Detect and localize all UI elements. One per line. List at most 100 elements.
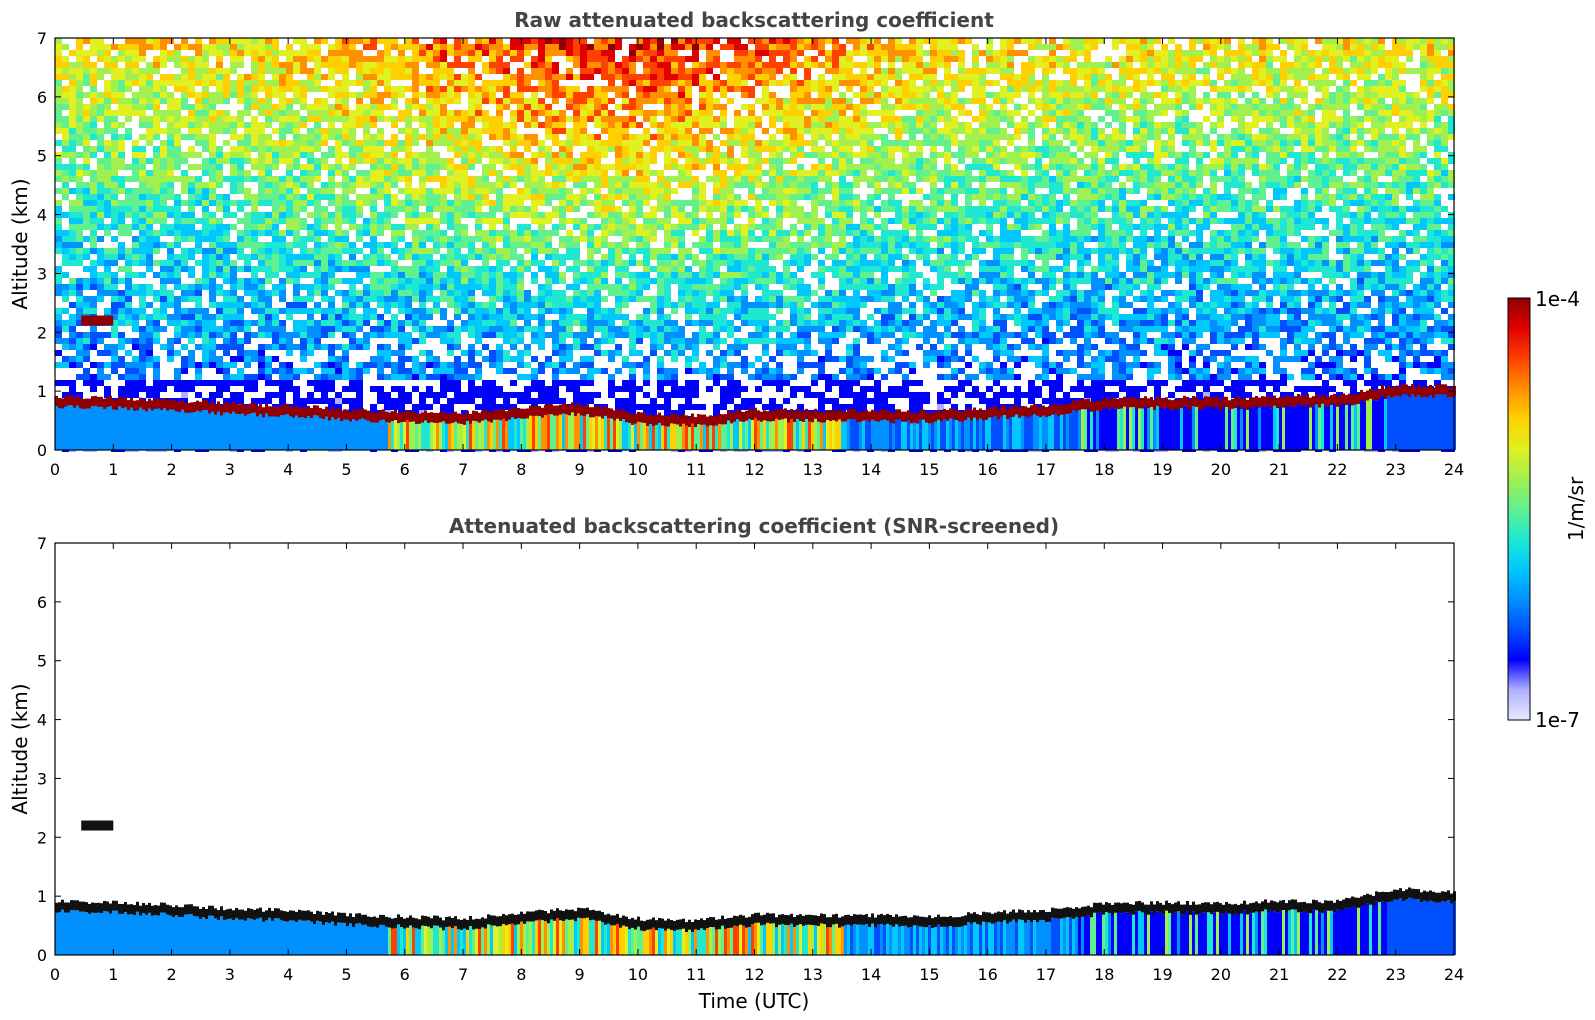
noise-cell [1315, 98, 1322, 104]
noise-cell [1343, 80, 1350, 86]
noise-cell [1273, 158, 1280, 164]
noise-cell [615, 206, 622, 212]
noise-cell [286, 128, 293, 134]
noise-cell [1000, 188, 1007, 194]
noise-cell [300, 92, 307, 98]
noise-cell [755, 80, 762, 86]
noise-cell [727, 44, 734, 50]
noise-cell [1077, 44, 1084, 50]
noise-cell [1350, 116, 1357, 122]
noise-cell [265, 152, 272, 158]
noise-cell [83, 212, 90, 218]
noise-cell [1441, 158, 1448, 164]
noise-cell [244, 92, 251, 98]
noise-cell [160, 200, 167, 206]
noise-cell [867, 200, 874, 206]
noise-cell [279, 62, 286, 68]
noise-cell [853, 170, 860, 176]
noise-cell [146, 98, 153, 104]
noise-cell [524, 170, 531, 176]
noise-cell [517, 44, 524, 50]
noise-cell [867, 62, 874, 68]
noise-cell [594, 86, 601, 92]
noise-cell [1392, 128, 1399, 134]
noise-cell [468, 206, 475, 212]
noise-cell [293, 38, 300, 44]
noise-cell [860, 212, 867, 218]
noise-cell [594, 188, 601, 194]
noise-cell [1406, 128, 1413, 134]
noise-cell [832, 188, 839, 194]
noise-cell [979, 146, 986, 152]
noise-cell [1091, 182, 1098, 188]
noise-cell [657, 56, 664, 62]
noise-cell [636, 80, 643, 86]
noise-cell [1266, 176, 1273, 182]
noise-cell [580, 176, 587, 182]
noise-cell [839, 212, 846, 218]
noise-cell [1315, 194, 1322, 200]
noise-cell [69, 92, 76, 98]
noise-cell [909, 92, 916, 98]
noise-cell [1308, 68, 1315, 74]
noise-cell [1413, 92, 1420, 98]
noise-cell [657, 188, 664, 194]
noise-cell [923, 164, 930, 170]
noise-cell [1168, 134, 1175, 140]
noise-cell [1203, 170, 1210, 176]
noise-cell [398, 110, 405, 116]
noise-cell [636, 86, 643, 92]
noise-cell [1448, 38, 1455, 44]
noise-cell [881, 158, 888, 164]
noise-cell [1112, 44, 1119, 50]
noise-cell [958, 62, 965, 68]
noise-cell [1098, 116, 1105, 122]
noise-cell [83, 194, 90, 200]
noise-cell [1322, 116, 1329, 122]
noise-cell [734, 200, 741, 206]
noise-cell [153, 164, 160, 170]
noise-cell [727, 182, 734, 188]
noise-cell [510, 38, 517, 44]
noise-cell [1084, 134, 1091, 140]
noise-cell [559, 74, 566, 80]
noise-cell [1224, 188, 1231, 194]
noise-cell [405, 110, 412, 116]
noise-cell [1203, 152, 1210, 158]
noise-cell [62, 176, 69, 182]
noise-cell [853, 62, 860, 68]
noise-cell [790, 80, 797, 86]
noise-cell [216, 158, 223, 164]
noise-cell [314, 188, 321, 194]
noise-cell [202, 194, 209, 200]
noise-cell [342, 134, 349, 140]
noise-cell [1322, 170, 1329, 176]
noise-cell [335, 200, 342, 206]
noise-cell [552, 44, 559, 50]
noise-cell [944, 44, 951, 50]
noise-cell [76, 110, 83, 116]
noise-cell [1056, 110, 1063, 116]
noise-cell [125, 194, 132, 200]
noise-cell [1308, 206, 1315, 212]
noise-cell [923, 98, 930, 104]
noise-cell [216, 218, 223, 224]
noise-cell [1112, 140, 1119, 146]
noise-cell [468, 140, 475, 146]
noise-cell [1238, 182, 1245, 188]
noise-cell [391, 56, 398, 62]
noise-cell [1266, 122, 1273, 128]
noise-cell [972, 176, 979, 182]
noise-cell [300, 170, 307, 176]
noise-cell [573, 140, 580, 146]
noise-cell [1210, 182, 1217, 188]
noise-cell [1175, 122, 1182, 128]
noise-cell [307, 140, 314, 146]
noise-cell [1098, 128, 1105, 134]
noise-cell [342, 170, 349, 176]
noise-cell [188, 206, 195, 212]
noise-cell [790, 110, 797, 116]
noise-cell [132, 194, 139, 200]
noise-cell [1035, 200, 1042, 206]
noise-cell [314, 104, 321, 110]
